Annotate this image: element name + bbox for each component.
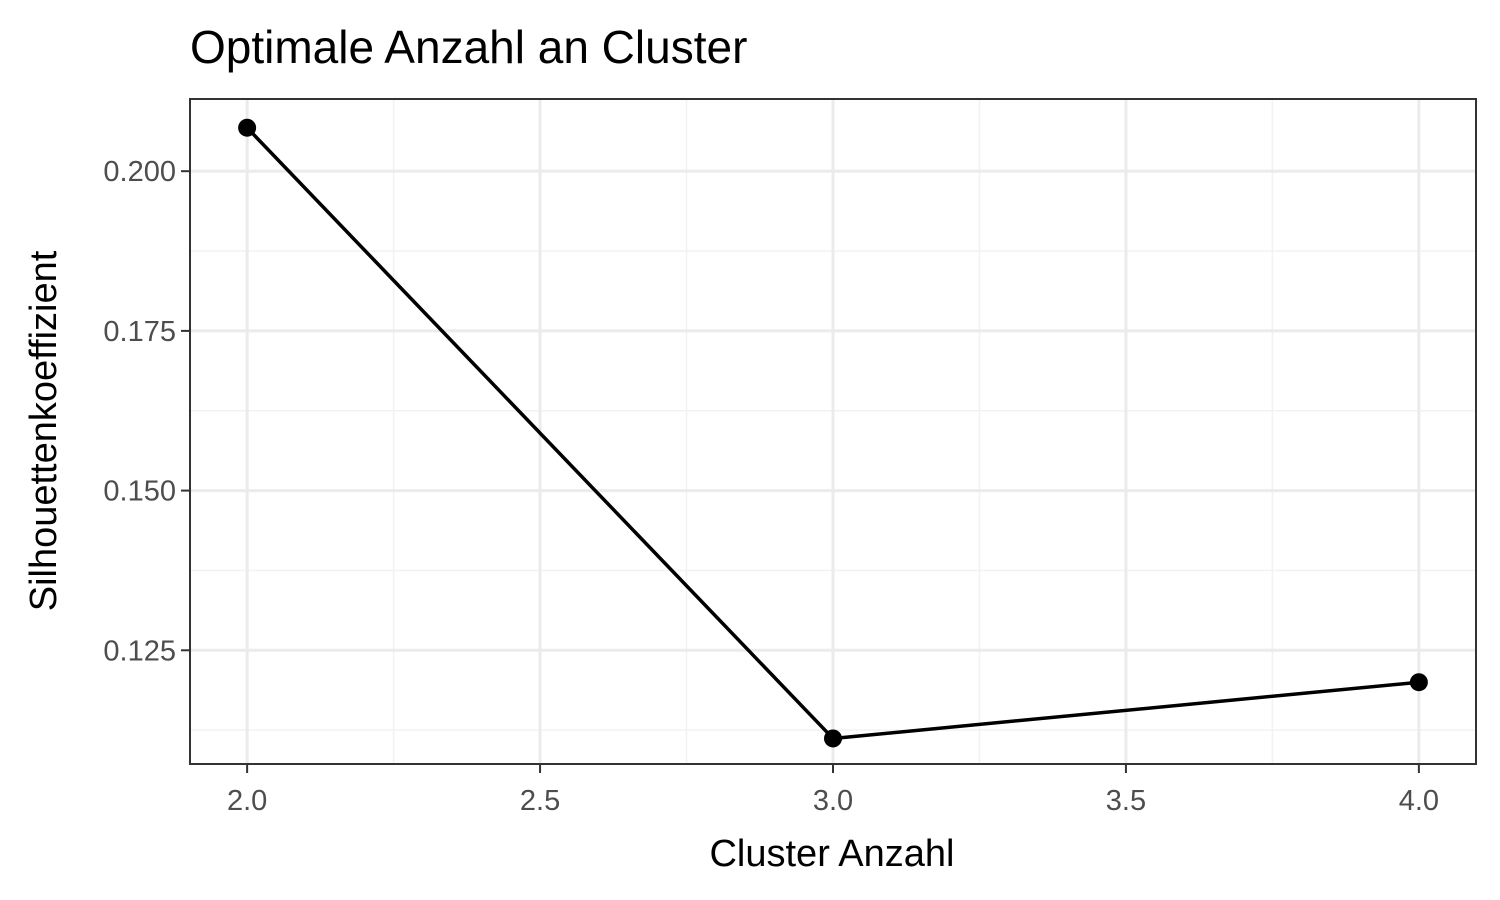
y-axis-title: Silhouettenkoeffizient [23, 250, 65, 611]
x-axis-title: Cluster Anzahl [709, 833, 954, 875]
y-tick-label: 0.150 [103, 476, 176, 508]
data-point [824, 729, 842, 748]
y-axis-ticks: 0.125 0.150 0.175 0.200 [103, 156, 190, 667]
data-point [1409, 673, 1428, 692]
y-tick-label: 0.200 [103, 156, 176, 188]
chart-title: Optimale Anzahl an Cluster [190, 21, 747, 73]
x-tick-label: 2.5 [520, 785, 560, 817]
x-tick-label: 3.0 [813, 785, 853, 817]
x-tick-label: 2.0 [227, 785, 267, 817]
x-tick-label: 4.0 [1399, 785, 1439, 817]
data-points [238, 118, 1428, 748]
x-axis-ticks: 2.0 2.5 3.0 3.5 4.0 [227, 764, 1439, 817]
y-tick-label: 0.175 [103, 316, 176, 348]
x-tick-label: 3.5 [1106, 785, 1146, 817]
data-point [238, 118, 257, 137]
y-tick-label: 0.125 [103, 635, 176, 667]
